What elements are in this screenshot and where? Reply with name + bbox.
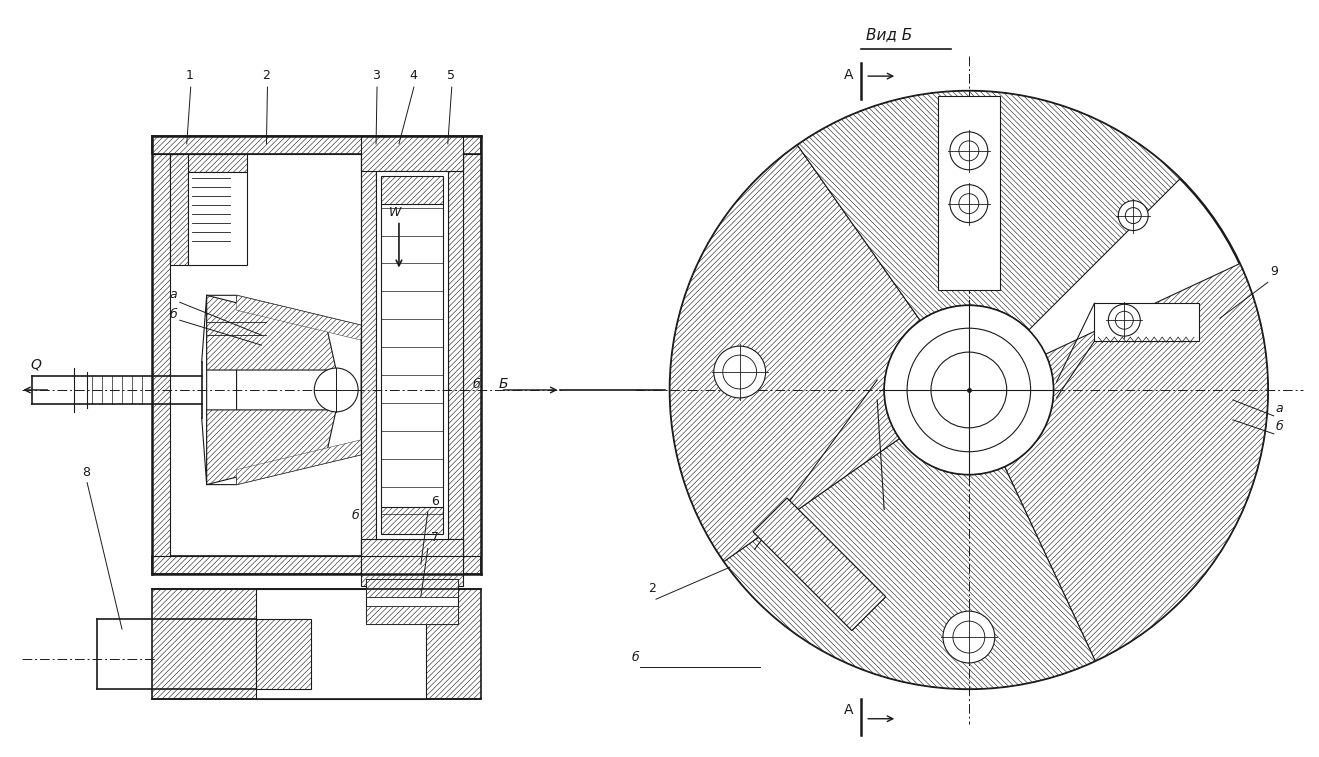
- Text: б: б: [472, 378, 480, 391]
- Polygon shape: [152, 154, 170, 556]
- Bar: [256, 589, 426, 699]
- Text: б: б: [1275, 420, 1283, 433]
- Polygon shape: [236, 440, 361, 484]
- Polygon shape: [1005, 263, 1268, 661]
- Polygon shape: [170, 154, 247, 172]
- Text: 9: 9: [1270, 266, 1278, 279]
- Circle shape: [907, 329, 1030, 452]
- Text: 5: 5: [447, 69, 455, 82]
- Polygon shape: [798, 91, 1181, 330]
- Circle shape: [959, 141, 979, 160]
- Polygon shape: [381, 176, 443, 204]
- Polygon shape: [236, 295, 361, 340]
- Polygon shape: [361, 154, 376, 556]
- Circle shape: [950, 132, 988, 170]
- Polygon shape: [207, 295, 336, 370]
- Text: 7: 7: [431, 531, 439, 544]
- Polygon shape: [207, 295, 326, 484]
- Text: W: W: [389, 206, 401, 219]
- Text: б: б: [170, 308, 178, 321]
- Circle shape: [943, 611, 995, 663]
- Polygon shape: [724, 438, 1095, 689]
- Text: 2: 2: [648, 582, 656, 595]
- Polygon shape: [753, 498, 885, 631]
- Polygon shape: [1093, 304, 1199, 341]
- Text: Б: Б: [499, 377, 508, 391]
- Text: А: А: [844, 68, 853, 82]
- Polygon shape: [152, 136, 480, 154]
- Polygon shape: [361, 540, 463, 575]
- Circle shape: [959, 194, 979, 213]
- Polygon shape: [463, 154, 480, 556]
- Polygon shape: [367, 606, 458, 624]
- Polygon shape: [152, 589, 480, 699]
- Text: 2: 2: [262, 69, 270, 82]
- Circle shape: [1119, 201, 1149, 231]
- Circle shape: [884, 305, 1054, 475]
- Text: б: б: [351, 509, 359, 522]
- Circle shape: [1108, 304, 1140, 336]
- Polygon shape: [381, 506, 443, 534]
- Polygon shape: [361, 136, 463, 171]
- Circle shape: [1125, 207, 1141, 223]
- Text: б: б: [632, 651, 640, 664]
- Circle shape: [314, 368, 359, 412]
- Polygon shape: [170, 154, 187, 266]
- Text: А: А: [844, 702, 853, 717]
- Bar: [187, 172, 247, 266]
- Circle shape: [714, 346, 765, 398]
- Polygon shape: [361, 556, 463, 586]
- Text: а: а: [1275, 402, 1283, 415]
- Polygon shape: [207, 410, 336, 484]
- Text: 8: 8: [82, 466, 90, 478]
- Polygon shape: [256, 619, 311, 689]
- Polygon shape: [236, 295, 361, 484]
- Polygon shape: [152, 556, 480, 575]
- Text: 3: 3: [372, 69, 380, 82]
- Text: 6: 6: [431, 494, 439, 507]
- Circle shape: [1116, 311, 1133, 329]
- Bar: [367, 579, 458, 624]
- Circle shape: [950, 185, 988, 223]
- Circle shape: [952, 621, 985, 653]
- Bar: [376, 171, 447, 540]
- Circle shape: [723, 355, 757, 389]
- Text: Q: Q: [30, 357, 41, 371]
- Polygon shape: [753, 498, 885, 631]
- Text: 4: 4: [409, 69, 417, 82]
- Polygon shape: [367, 579, 458, 597]
- Bar: [938, 96, 1000, 291]
- Circle shape: [670, 91, 1268, 689]
- Polygon shape: [447, 154, 463, 556]
- Text: а: а: [170, 288, 178, 301]
- Circle shape: [931, 352, 1006, 428]
- Polygon shape: [670, 145, 921, 562]
- Text: Вид Б: Вид Б: [867, 27, 913, 42]
- Text: 1: 1: [186, 69, 194, 82]
